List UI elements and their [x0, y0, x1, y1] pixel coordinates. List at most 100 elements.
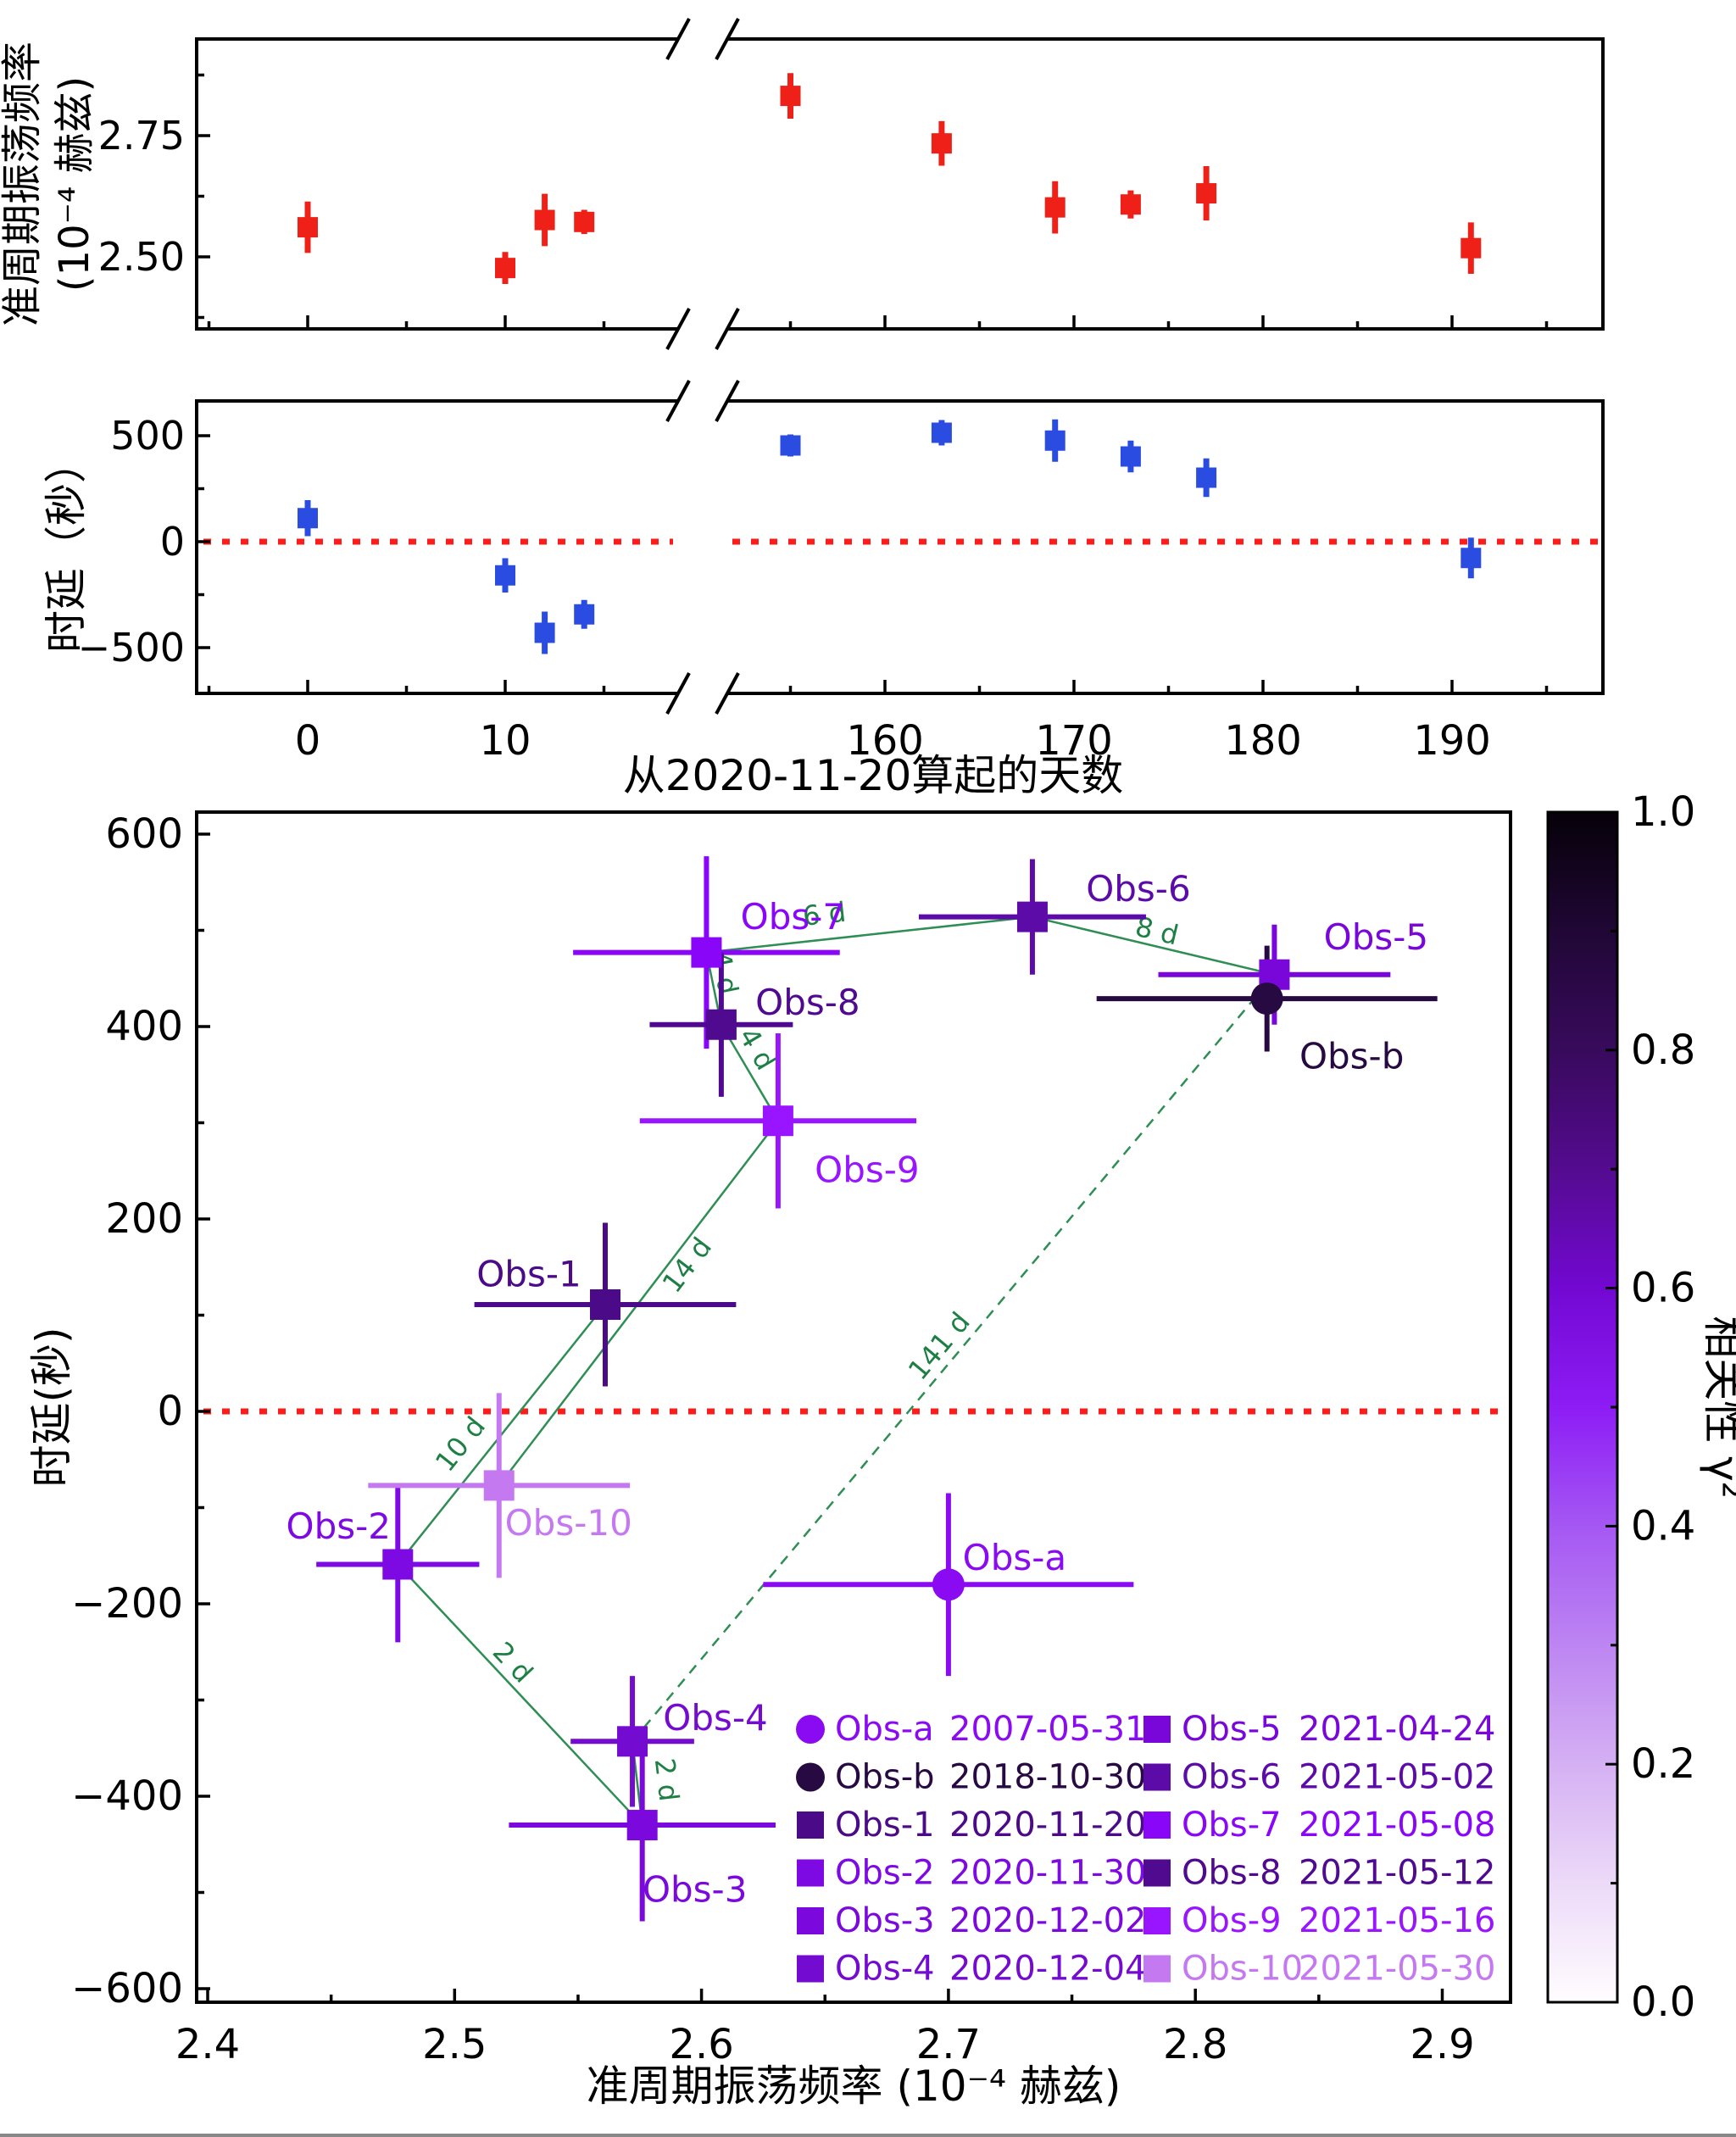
qpo-y-axis-label-line1: 准周期振荡频率: [0, 42, 46, 326]
scatter-data-point-obs-3: [626, 1810, 658, 1841]
y-tick-label: 200: [105, 1195, 183, 1243]
delay-data-point: [931, 422, 952, 443]
legend-obs-name: Obs-10: [1182, 1950, 1303, 1989]
point-label-obs-2: Obs-2: [287, 1505, 391, 1547]
qpo-data-point: [1120, 194, 1141, 215]
shared-x-axis-label: 从2020-11-20算起的天数: [623, 751, 1124, 800]
scatter-x-axis-label: 准周期振荡频率 (10⁻⁴ 赫兹): [587, 2062, 1121, 2111]
colorbar-bar: [1546, 810, 1619, 2004]
legend-obs-date: 2020-12-02: [949, 1901, 1146, 1940]
legend-obs-date: 2021-05-08: [1299, 1806, 1495, 1845]
delay-data-point: [1196, 467, 1217, 488]
legend-obs-date: 2021-05-12: [1299, 1854, 1495, 1893]
axis-break-slash: [665, 672, 691, 715]
y-tick-label: −600: [71, 1965, 183, 2012]
connection-days-label: 141 d: [902, 1306, 976, 1387]
point-label-obs-8: Obs-8: [755, 982, 860, 1023]
legend-obs-date: 2021-05-02: [1299, 1758, 1495, 1797]
y-tick-label: 400: [105, 1003, 183, 1050]
colorbar: 1.0 0.8 0.6 0.4 0.2 0.0 相关性 γ²: [1546, 788, 1736, 2026]
connection-days-label: 10 d: [429, 1411, 492, 1478]
x-tick-label: 0: [295, 717, 321, 765]
colorbar-tick-label: 0.4: [1631, 1502, 1695, 1550]
colorbar-tick-label: 0.0: [1631, 1978, 1695, 2026]
point-label-obs-7: Obs-7: [741, 896, 845, 938]
qpo-data-point: [574, 211, 595, 232]
scatter-data-point-obs-6: [1016, 901, 1048, 932]
x-tick-label: 10: [479, 717, 531, 765]
y-tick-label: 0: [160, 519, 185, 565]
legend-marker-obs-2: [797, 1859, 824, 1887]
scatter-data-point-obs-9: [762, 1105, 793, 1137]
colorbar-tick-label: 0.6: [1631, 1265, 1695, 1312]
x-tick-label: 190: [1413, 717, 1491, 765]
legend-marker-obs-a: [796, 1715, 825, 1744]
panel-time-delay-vs-time: 500 0 −500 0 10 160 170 180 190 时延（秒） 从2020-11-20算…: [42, 380, 1605, 800]
connection-days-label: 14 d: [656, 1232, 718, 1299]
legend-obs-name: Obs-9: [1182, 1901, 1282, 1940]
legend-marker-obs-10: [1143, 1955, 1171, 1983]
point-label-obs-9: Obs-9: [815, 1149, 919, 1191]
legend-obs-date: 2020-12-04: [949, 1950, 1146, 1989]
x-tick-label: 160: [846, 717, 924, 765]
legend-marker-obs-3: [797, 1907, 824, 1934]
point-label-obs-a: Obs-a: [963, 1537, 1067, 1578]
connection-line-obs-4-obs-5: [632, 973, 1276, 1743]
legend-marker-obs-b: [796, 1762, 825, 1792]
axis-break-slash: [715, 18, 740, 60]
qpo-data-point: [298, 217, 318, 238]
axis-break-slash: [665, 380, 691, 422]
axis-break-slash: [715, 308, 740, 350]
connection-line-obs-2-obs-3: [397, 1563, 643, 1826]
scatter-data-point-obs-7: [691, 937, 722, 968]
legend-obs-name: Obs-8: [1182, 1854, 1282, 1893]
scatter-y-axis-label: 时延(秒): [27, 1327, 76, 1487]
qpo-data-point: [931, 133, 952, 154]
point-label-obs-3: Obs-3: [643, 1869, 747, 1911]
delay-data-point: [574, 604, 595, 625]
colorbar-tick-label: 0.2: [1631, 1740, 1695, 1788]
delay-data-point: [780, 435, 801, 456]
y-tick-label: −500: [78, 625, 185, 671]
x-tick-label: 170: [1035, 717, 1113, 765]
y-tick-label: −200: [71, 1580, 183, 1628]
connection-days-label: 4 d: [732, 1022, 782, 1076]
connection-days-label: 2 d: [487, 1635, 540, 1689]
legend-marker-obs-8: [1143, 1859, 1171, 1887]
axis-break-slash: [665, 18, 691, 60]
connection-days-label: 6 d: [801, 896, 848, 932]
legend-obs-name: Obs-b: [835, 1758, 935, 1797]
connection-days-label: 2 d: [648, 1756, 686, 1803]
legend-obs-date: 2020-11-20: [949, 1806, 1146, 1845]
delay-data-point: [298, 508, 318, 529]
connection-line-obs-8-obs-9: [720, 1024, 779, 1121]
connection-line-obs-6-obs-7: [706, 915, 1033, 954]
legend-marker-obs-4: [797, 1955, 824, 1983]
scatter-data-point-obs-2: [382, 1549, 414, 1580]
panel-frame: [195, 810, 1512, 2004]
point-label-obs-10: Obs-10: [505, 1502, 632, 1544]
legend-obs-name: Obs-3: [835, 1901, 935, 1940]
legend-obs-date: 2007-05-31: [949, 1710, 1146, 1749]
legend-obs-date: 2021-04-24: [1299, 1710, 1495, 1749]
point-label-obs-b: Obs-b: [1299, 1036, 1404, 1077]
point-label-obs-5: Obs-5: [1324, 916, 1428, 958]
connection-line-obs-5-obs-6: [1032, 915, 1275, 976]
scatter-data-point-obs-1: [589, 1289, 620, 1321]
x-tick-label: 2.8: [1163, 2021, 1227, 2068]
legend: Obs-a 2007-05-31 Obs-b 2018-10-30 Obs-1 2020-…: [796, 1710, 1495, 1989]
legend-obs-name: Obs-5: [1182, 1710, 1282, 1749]
point-label-obs-4: Obs-4: [663, 1697, 767, 1739]
qpo-data-point: [1196, 183, 1217, 204]
legend-marker-obs-9: [1143, 1907, 1171, 1934]
x-tick-label: 2.7: [916, 2021, 981, 2068]
y-tick-label: −400: [71, 1772, 183, 1820]
qpo-data-point: [495, 258, 515, 279]
y-tick-label: 0: [157, 1388, 183, 1435]
qpo-data-point: [534, 209, 555, 231]
x-tick-label: 2.5: [422, 2021, 487, 2068]
colorbar-tick-label: 0.8: [1631, 1027, 1695, 1074]
scatter-data-point-obs-4: [617, 1726, 648, 1757]
